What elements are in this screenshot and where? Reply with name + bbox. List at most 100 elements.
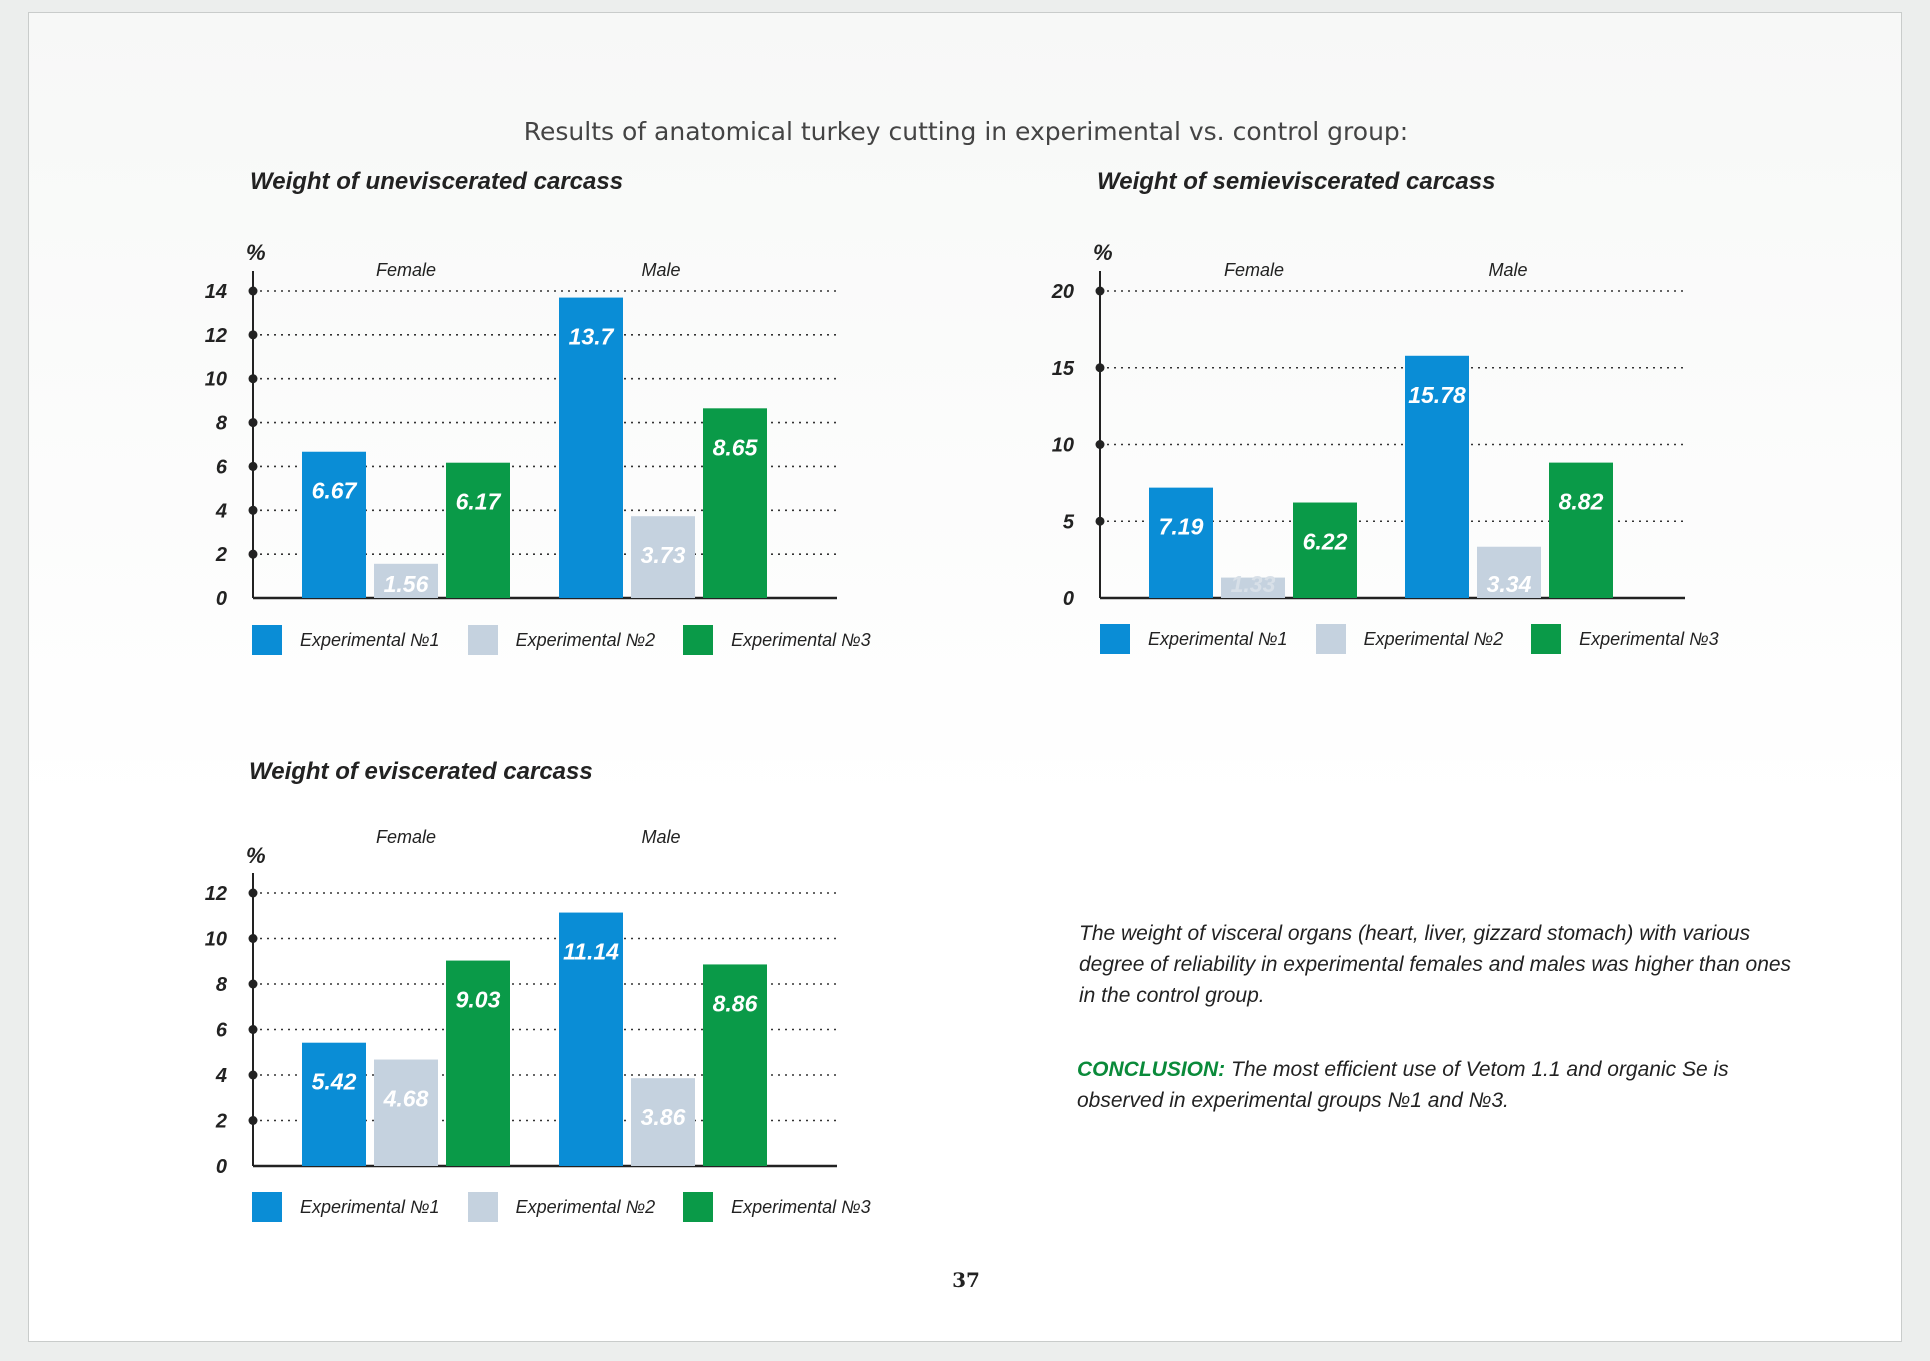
y-tick-label: 5 bbox=[1063, 511, 1075, 533]
data-label: 8.65 bbox=[713, 434, 759, 460]
chart-title-semieviscerated: Weight of semieviscerated carcass bbox=[1097, 168, 1496, 195]
conclusion: CONCLUSION: The most efficient use of Ve… bbox=[1077, 1054, 1797, 1116]
y-axis-label: % bbox=[1093, 240, 1113, 265]
data-label: 15.78 bbox=[1408, 382, 1466, 408]
legend-item-exp2: Experimental №2 bbox=[467, 625, 656, 655]
bar bbox=[374, 563, 438, 598]
y-tick-label: 6 bbox=[216, 456, 228, 478]
data-label: 6.22 bbox=[1303, 529, 1348, 555]
tick-dot bbox=[248, 888, 258, 898]
data-label: 3.86 bbox=[641, 1104, 686, 1130]
page-title: Results of anatomical turkey cutting in … bbox=[523, 117, 1409, 146]
y-tick-label: 8 bbox=[216, 974, 228, 996]
bar bbox=[631, 1078, 695, 1166]
legend-swatch bbox=[467, 1192, 498, 1222]
tick-dot bbox=[248, 374, 258, 384]
bar bbox=[1293, 502, 1357, 598]
data-label: 8.82 bbox=[1559, 489, 1604, 515]
legend-label: Experimental №2 bbox=[515, 1196, 656, 1217]
data-label: 1.56 bbox=[384, 571, 429, 597]
note-text: The weight of visceral organs (heart, li… bbox=[1079, 922, 1792, 1007]
legend-item-exp1: Experimental №1 bbox=[1100, 624, 1288, 654]
category-label: Male bbox=[1488, 260, 1527, 280]
y-axis-label: % bbox=[246, 843, 266, 868]
legend-label: Experimental №3 bbox=[731, 1196, 871, 1217]
y-tick-label: 20 bbox=[1051, 281, 1074, 303]
page-number: 37 bbox=[952, 1268, 980, 1292]
tick-dot bbox=[248, 979, 258, 989]
y-tick-label: 0 bbox=[1063, 588, 1074, 610]
y-tick-label: 0 bbox=[216, 1156, 227, 1178]
legend-swatch bbox=[683, 625, 714, 655]
tick-dot bbox=[1095, 516, 1105, 526]
y-tick-label: 10 bbox=[205, 929, 227, 951]
data-label: 8.86 bbox=[713, 990, 758, 1016]
legend-swatch bbox=[1315, 624, 1346, 654]
page: Results of anatomical turkey cutting in … bbox=[28, 12, 1902, 1342]
data-label: 1.33 bbox=[1231, 571, 1276, 597]
chart-title-uneviscerated: Weight of uneviscerated carcass bbox=[250, 168, 624, 195]
tick-dot bbox=[1095, 363, 1105, 373]
tick-dot bbox=[248, 505, 258, 515]
legend-eviscerated: Experimental №1 Experimental №2 Experime… bbox=[252, 1192, 899, 1222]
tick-dot bbox=[248, 330, 258, 340]
bar bbox=[302, 1042, 366, 1166]
legend-label: Experimental №1 bbox=[1148, 628, 1288, 649]
y-tick-label: 8 bbox=[216, 413, 228, 435]
tick-dot bbox=[248, 1025, 258, 1034]
bar bbox=[374, 1059, 438, 1166]
tick-dot bbox=[248, 418, 258, 428]
data-label: 6.67 bbox=[312, 478, 358, 504]
tick-dot bbox=[248, 1070, 258, 1080]
tick-dot bbox=[248, 286, 258, 296]
legend-swatch bbox=[252, 625, 282, 655]
legend-swatch bbox=[683, 1192, 714, 1222]
legend-item-exp1: Experimental №1 bbox=[252, 625, 440, 655]
legend-semieviscerated: Experimental №1 Experimental №2 Experime… bbox=[1100, 624, 1747, 654]
data-label: 4.68 bbox=[383, 1086, 429, 1112]
legend-item-exp1: Experimental №1 bbox=[252, 1192, 440, 1222]
category-label: Male bbox=[641, 827, 680, 847]
chart-eviscerated: % 0 2 4 6 8 10 12 Female Male 5.42 4.68 9.03 11.14 3.8… bbox=[205, 827, 837, 1178]
data-label: 13.7 bbox=[569, 324, 615, 350]
legend-item-exp3: Experimental №3 bbox=[1531, 624, 1719, 654]
y-tick-label: 12 bbox=[205, 325, 227, 347]
category-label: Male bbox=[641, 260, 680, 280]
bar bbox=[1149, 487, 1213, 598]
legend-label: Experimental №2 bbox=[515, 629, 656, 650]
bar bbox=[1477, 546, 1541, 598]
legend-swatch bbox=[252, 1192, 282, 1222]
legend-item-exp2: Experimental №2 bbox=[1315, 624, 1504, 654]
bar bbox=[302, 451, 366, 598]
conclusion-label: CONCLUSION: bbox=[1077, 1058, 1226, 1081]
tick-dot bbox=[248, 461, 258, 471]
category-label: Female bbox=[376, 827, 436, 847]
bar bbox=[559, 912, 623, 1166]
tick-dot bbox=[248, 934, 258, 943]
y-tick-label: 15 bbox=[1052, 358, 1075, 380]
chart-uneviscerated: % 0 2 4 6 8 10 12 14 Female Male 6.67 1.56 6.17 13.7 3.… bbox=[205, 240, 837, 610]
legend-swatch bbox=[467, 625, 498, 655]
y-tick-label: 0 bbox=[216, 588, 227, 610]
legend-label: Experimental №2 bbox=[1363, 628, 1504, 649]
legend-item-exp3: Experimental №3 bbox=[683, 625, 871, 655]
y-tick-label: 12 bbox=[205, 883, 227, 905]
y-tick-label: 4 bbox=[215, 500, 227, 522]
y-tick-label: 14 bbox=[205, 281, 227, 303]
category-label: Female bbox=[1224, 260, 1284, 280]
data-label: 6.17 bbox=[456, 489, 502, 515]
y-tick-label: 10 bbox=[1052, 435, 1074, 457]
bar bbox=[446, 462, 510, 598]
y-tick-label: 2 bbox=[215, 1111, 227, 1133]
tick-dot bbox=[248, 1116, 258, 1125]
y-tick-label: 6 bbox=[216, 1020, 228, 1042]
data-label: 3.34 bbox=[1487, 571, 1532, 597]
chart-title-eviscerated: Weight of eviscerated carcass bbox=[249, 758, 593, 785]
legend-uneviscerated: Experimental №1 Experimental №2 Experime… bbox=[252, 625, 899, 655]
data-label: 3.73 bbox=[641, 542, 686, 568]
legend-label: Experimental №3 bbox=[1579, 628, 1719, 649]
bar bbox=[559, 297, 623, 598]
y-tick-label: 2 bbox=[215, 544, 227, 566]
legend-label: Experimental №3 bbox=[731, 629, 871, 650]
category-label: Female bbox=[376, 260, 436, 280]
